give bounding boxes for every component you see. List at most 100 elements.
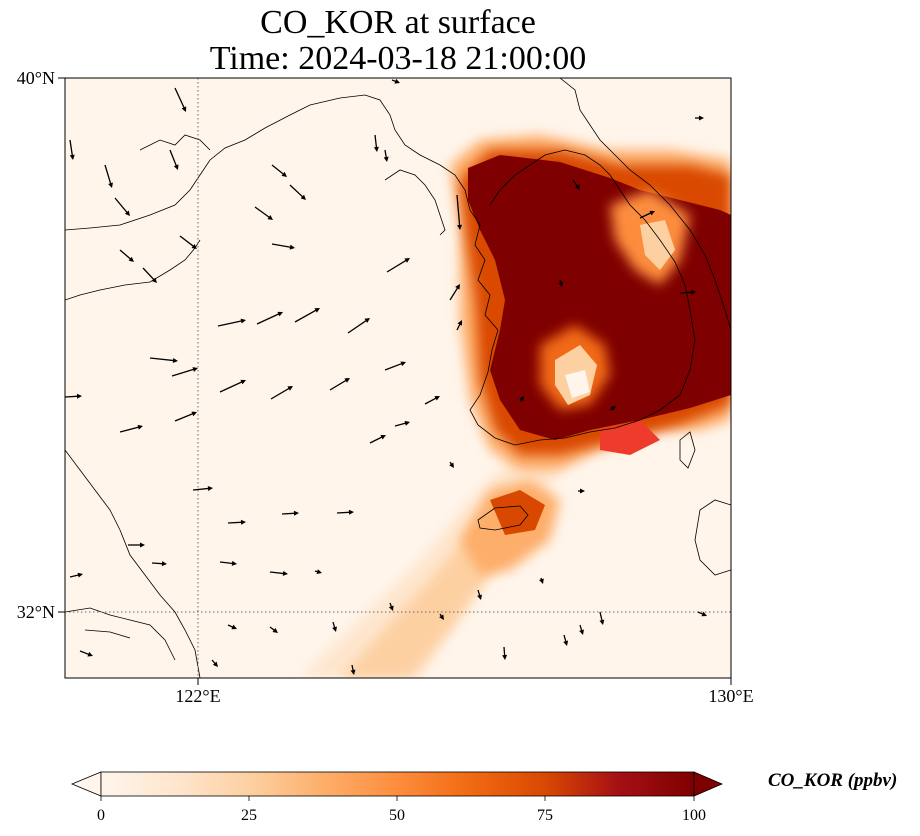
- wind-arrow-head: [289, 244, 295, 250]
- wind-arrow-shaft: [394, 422, 408, 427]
- wind-arrow-head: [610, 406, 616, 411]
- wind-arrow: [269, 570, 288, 576]
- wind-arrow-head: [434, 396, 440, 401]
- wind-arrow-head: [76, 393, 82, 399]
- wind-arrow-shaft: [227, 521, 244, 524]
- wind-arrow: [219, 379, 246, 393]
- wind-arrow-head: [558, 281, 564, 287]
- wind-arrow-shaft: [289, 184, 305, 199]
- wind-arrow: [119, 249, 134, 262]
- wind-arrow: [563, 634, 569, 646]
- wind-arrow-head: [192, 367, 198, 372]
- coastline-yangtze: [65, 607, 176, 661]
- wind-arrow: [149, 357, 178, 363]
- wind-arrow-head: [649, 210, 655, 216]
- wind-arrow-head: [137, 424, 143, 430]
- wind-arrow: [609, 406, 616, 411]
- wind-arrow-head: [77, 572, 83, 578]
- wind-arrow-head: [599, 619, 605, 625]
- coastline-jeju: [477, 505, 529, 531]
- wind-arrow-head: [404, 258, 410, 263]
- wind-arrow-head: [477, 594, 482, 600]
- wind-arrow: [119, 424, 143, 433]
- wind-arrow-head: [383, 156, 389, 162]
- wind-arrow-shaft: [149, 357, 176, 362]
- wind-arrow-head: [151, 277, 157, 283]
- wind-arrow: [174, 87, 187, 112]
- wind-arrow-head: [267, 215, 273, 220]
- wind-arrow-head: [277, 311, 283, 317]
- wind-arrow: [65, 393, 82, 399]
- wind-vectors: [65, 78, 707, 675]
- wind-arrow-head: [69, 154, 75, 160]
- wind-arrow-head: [272, 628, 278, 633]
- coast-patch: [600, 420, 660, 455]
- wind-arrow-head: [455, 284, 460, 290]
- wind-arrow-head: [579, 629, 584, 635]
- wind-arrow-shaft: [270, 386, 291, 400]
- chart-subtitle-time: Time: 2024-03-18 21:00:00: [209, 40, 587, 77]
- wind-arrow-shaft: [456, 194, 461, 228]
- wind-arrow-head: [240, 379, 246, 385]
- wind-arrow: [114, 197, 130, 216]
- wind-arrow-head: [457, 224, 463, 230]
- wind-arrow-shaft: [374, 134, 378, 150]
- wind-arrow-head: [502, 654, 508, 660]
- wind-arrow-head: [373, 146, 379, 152]
- wind-arrow-shaft: [347, 319, 368, 334]
- wind-arrow-shaft: [329, 378, 348, 391]
- colorbar-extend-min: [70, 771, 102, 797]
- wind-arrow-shaft: [65, 395, 80, 398]
- wind-arrow-shaft: [384, 362, 404, 371]
- wind-arrow: [227, 519, 246, 525]
- wind-arrow-head: [348, 509, 354, 515]
- wind-arrow: [391, 78, 400, 84]
- wind-arrow-shaft: [424, 396, 438, 405]
- wind-arrow: [169, 149, 179, 170]
- wind-arrow-shaft: [192, 487, 211, 491]
- gridlines: [65, 78, 731, 678]
- wind-arrow: [192, 486, 213, 491]
- wind-arrow-head: [293, 510, 299, 516]
- wind-arrow: [271, 164, 287, 177]
- wind-arrow-head: [332, 626, 337, 632]
- wind-arrow: [439, 613, 444, 620]
- wind-arrow: [386, 258, 410, 273]
- wind-arrow-head: [350, 669, 356, 675]
- wind-arrow-shaft: [119, 426, 141, 433]
- wind-arrow-head: [449, 462, 454, 468]
- wind-arrow: [171, 367, 198, 377]
- wind-arrow-shaft: [114, 197, 129, 215]
- wind-arrow: [373, 134, 379, 152]
- axis-ticks: [58, 77, 732, 685]
- wind-arrow-shaft: [639, 211, 653, 219]
- wind-arrow: [558, 279, 564, 287]
- coastline-korea: [439, 149, 696, 446]
- coastline-shandong-north: [65, 239, 201, 301]
- wind-arrow: [456, 194, 463, 230]
- inland-patch-north-light: [640, 220, 675, 270]
- wind-arrow: [314, 569, 322, 575]
- wind-arrow-head: [404, 420, 410, 426]
- coastline-china-east: [65, 449, 201, 678]
- wind-arrow-shaft: [169, 149, 178, 168]
- wind-arrow: [256, 311, 283, 325]
- colorbar-label-50: 50: [389, 807, 405, 824]
- wind-arrow: [104, 164, 113, 188]
- colorbar: 0 25 50 75 100: [70, 771, 724, 824]
- coastlines: [65, 78, 731, 678]
- wind-arrow-head: [181, 106, 187, 112]
- wind-arrow: [281, 510, 299, 516]
- wind-arrow-shaft: [679, 291, 694, 294]
- wind-arrow-shaft: [294, 308, 318, 323]
- coastline-bohai-north: [65, 94, 441, 231]
- wind-arrow: [219, 560, 237, 566]
- wind-arrow-shaft: [171, 368, 196, 377]
- wind-arrow-shaft: [281, 512, 297, 515]
- inland-patch-south-lightest: [565, 370, 590, 398]
- wind-arrow-shaft: [119, 249, 133, 261]
- wind-arrow-head: [191, 243, 197, 249]
- wind-arrow-head: [364, 318, 370, 323]
- wind-arrow: [174, 411, 197, 422]
